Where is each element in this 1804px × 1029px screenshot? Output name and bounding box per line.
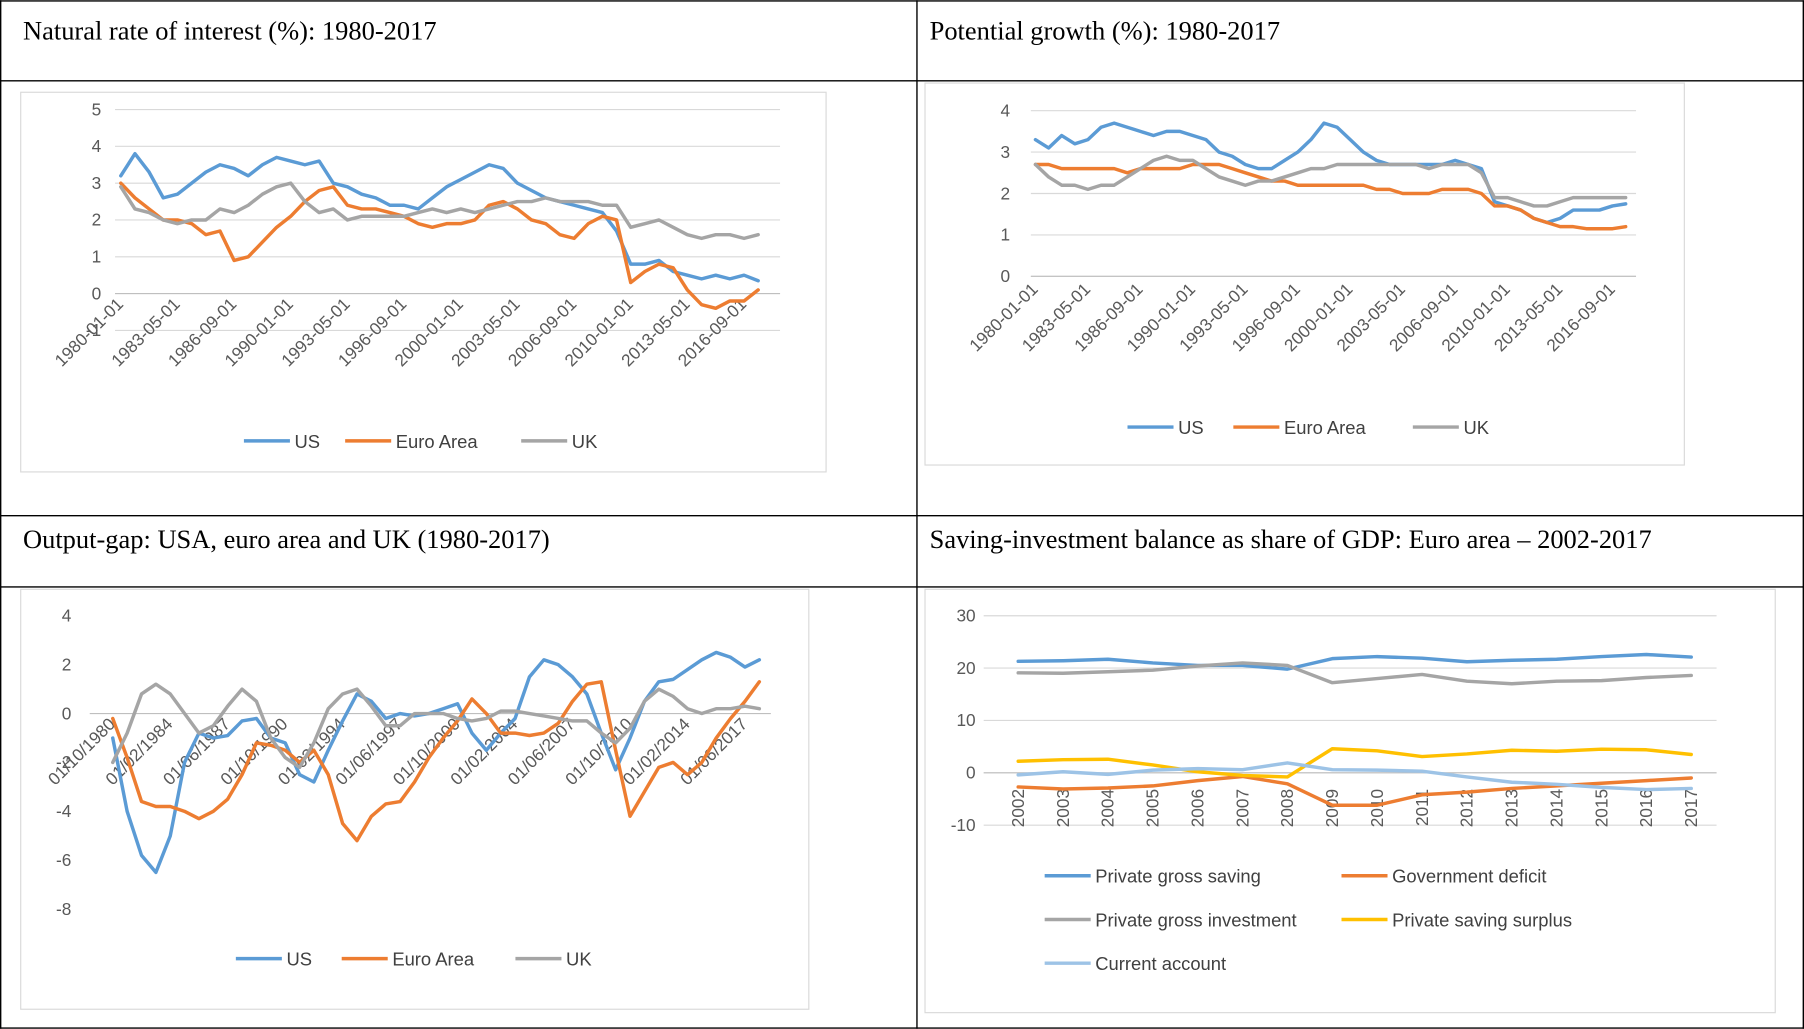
y-tick-label: 1 <box>1001 225 1011 245</box>
data-line <box>1016 747 1693 779</box>
chart-area <box>20 588 810 1010</box>
y-tick-label: 1 <box>92 247 102 267</box>
y-tick-label: -10 <box>951 815 976 835</box>
data-line <box>119 151 760 283</box>
x-tick-label: 2004 <box>1098 788 1118 827</box>
x-tick-label: 2006 <box>1187 789 1207 827</box>
y-tick-label: -4 <box>56 801 72 821</box>
legend-label: US <box>286 949 312 970</box>
y-tick-label: 0 <box>92 283 102 303</box>
x-tick-label: 2011 <box>1412 789 1432 826</box>
data-line <box>1016 761 1693 792</box>
chart: -10 0 10 20 30 2002 2003 2004 2005 2006 2007 2008 20… <box>924 588 1776 1014</box>
y-tick-label: 0 <box>966 763 976 783</box>
y-tick-label: 4 <box>62 605 72 625</box>
cell-header: Saving-investment balance as share of GD… <box>930 524 1652 554</box>
data-line <box>1033 154 1628 208</box>
y-tick-label: -6 <box>56 850 71 870</box>
legend-label: Euro Area <box>392 949 475 970</box>
x-tick-label: 2008 <box>1277 789 1297 827</box>
y-tick-label: 4 <box>92 136 102 156</box>
x-tick-label: 2012 <box>1457 789 1477 827</box>
data-line <box>1033 162 1628 231</box>
data-line <box>111 680 762 843</box>
y-tick-label: 5 <box>92 99 102 119</box>
chart: 012341980-01-011983-05-011986-09-011990-… <box>924 82 1685 466</box>
legend-label: US <box>295 431 321 452</box>
legend-label: US <box>1178 417 1204 438</box>
x-tick-label: 2009 <box>1322 789 1342 827</box>
y-tick-label: 2 <box>62 654 72 674</box>
legend-label: Current account <box>1095 953 1226 974</box>
y-tick-label: 0 <box>62 703 72 723</box>
data-line <box>111 650 762 875</box>
data-line <box>1016 652 1693 671</box>
y-tick-label: 30 <box>956 605 975 625</box>
x-tick-label: 2016 <box>1636 789 1656 827</box>
legend-label: Private gross investment <box>1095 909 1296 930</box>
x-tick-label: 2017 <box>1681 789 1701 827</box>
y-tick-label: 4 <box>1001 100 1011 120</box>
cell-header: Natural rate of interest (%): 1980-2017 <box>23 15 437 45</box>
chart: -10123451980-01-011983-05-011986-09-0119… <box>20 91 827 473</box>
y-tick-label: -8 <box>56 899 71 919</box>
x-tick-label: 2013 <box>1502 789 1522 827</box>
x-tick-label: 2010 <box>1367 789 1387 827</box>
data-line <box>119 181 760 311</box>
y-tick-label: -2 <box>56 752 71 772</box>
legend-label: UK <box>566 949 592 970</box>
y-tick-label: 3 <box>1001 142 1011 162</box>
y-tick-label: 10 <box>956 710 975 730</box>
legend-label: Private gross saving <box>1095 866 1261 887</box>
y-tick-label: 0 <box>1001 266 1011 286</box>
x-tick-label: 2007 <box>1232 789 1252 827</box>
x-tick-label: 2015 <box>1591 789 1611 827</box>
chart: -8-6-4-202401/10/198001/02/198401/06/198… <box>20 588 810 1010</box>
x-tick-label: 2003 <box>1053 789 1073 827</box>
y-tick-label: 20 <box>956 658 975 678</box>
x-tick-label: 2014 <box>1546 788 1566 827</box>
data-line <box>119 181 760 241</box>
legend-label: Euro Area <box>396 431 479 452</box>
legend-label: Euro Area <box>1284 417 1367 438</box>
legend-label: Government deficit <box>1392 866 1546 887</box>
x-tick-label: 2002 <box>1008 789 1028 827</box>
x-tick-label: 2005 <box>1143 789 1163 827</box>
legend-label: UK <box>1463 417 1489 438</box>
y-tick-label: 3 <box>92 173 102 193</box>
cell-header: Output-gap: USA, euro area and UK (1980-… <box>23 524 550 554</box>
data-line <box>111 682 762 770</box>
data-line <box>1016 661 1693 686</box>
y-tick-label: 2 <box>1001 183 1011 203</box>
y-tick-label: 2 <box>92 210 102 230</box>
legend-label: Private saving surplus <box>1392 909 1572 930</box>
chart-area <box>20 91 827 473</box>
legend-label: UK <box>572 431 598 452</box>
cell-header: Potential growth (%): 1980-2017 <box>930 15 1280 45</box>
y-tick-label: -1 <box>86 320 101 340</box>
